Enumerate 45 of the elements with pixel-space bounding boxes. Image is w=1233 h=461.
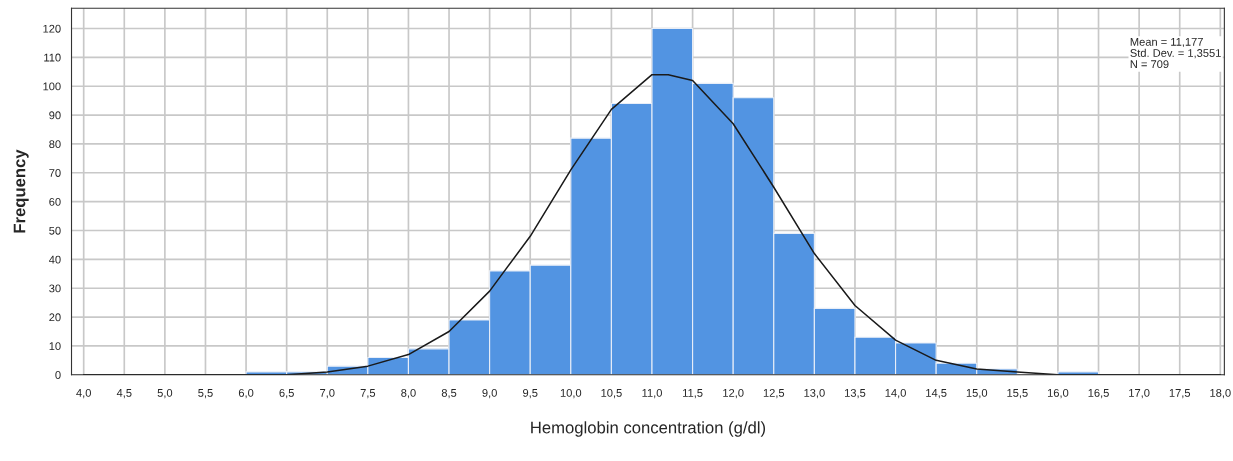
- y-tick-label: 110: [44, 53, 61, 62]
- x-tick-label: 7,0: [320, 388, 335, 399]
- x-tick-label: 8,0: [401, 388, 416, 399]
- y-tick-label: 60: [49, 197, 61, 206]
- x-tick-label: 15,5: [1007, 389, 1028, 399]
- y-tick-label: 20: [49, 313, 61, 322]
- x-tick-label: 14,0: [885, 388, 906, 399]
- x-tick-label: 16,0: [1047, 388, 1069, 399]
- x-tick-label: 15,0: [966, 388, 988, 399]
- x-tick-label: 17,0: [1129, 388, 1150, 399]
- x-tick-label: 11,0: [642, 388, 662, 399]
- x-tick-label: 12,5: [763, 388, 785, 399]
- x-tick-label: 4,0: [76, 388, 91, 399]
- y-tick-label: 90: [49, 111, 61, 120]
- y-tick-label: 80: [49, 140, 61, 149]
- x-tick-label: 13,5: [845, 388, 866, 399]
- y-tick-label: 40: [48, 255, 61, 264]
- x-tick-label: 5,5: [198, 389, 213, 399]
- y-tick-label: 50: [49, 226, 61, 235]
- x-tick-label: 17,5: [1169, 389, 1191, 399]
- x-tick-label: 13,0: [804, 388, 825, 399]
- x-tick-label: 8,5: [441, 388, 457, 399]
- x-tick-label: 18,0: [1210, 388, 1231, 399]
- y-tick-label: 10: [49, 342, 61, 351]
- y-tick-label: 100: [43, 82, 61, 91]
- y-tick-label: 0: [55, 371, 61, 379]
- y-tick-label: 70: [49, 169, 61, 177]
- x-tick-label: 12,0: [723, 388, 744, 399]
- x-tick-label: 7,5: [360, 389, 376, 399]
- x-tick-label: 11,5: [683, 389, 703, 399]
- y-tick-label: 30: [49, 284, 61, 293]
- y-tick-label: 120: [43, 24, 61, 33]
- x-tick-label: 6,5: [279, 388, 294, 399]
- x-tick-label: 16,5: [1088, 388, 1109, 399]
- x-tick-label: 10,0: [560, 388, 582, 399]
- annotation: Mean = 11,177 Std. Dev. = 1,3551 N = 709: [1130, 38, 1221, 69]
- x-tick-label: 6,0: [238, 388, 254, 399]
- x-tick-label: 10,5: [601, 388, 622, 399]
- x-tick-label: 9,0: [482, 388, 497, 399]
- x-tick-label: 9,5: [523, 388, 538, 399]
- x-tick-label: 5,0: [157, 388, 173, 399]
- x-axis-title: Hemoglobin concentration (g/dl): [531, 421, 766, 437]
- x-tick-label: 14,5: [926, 389, 947, 399]
- y-axis-title: Frequency: [13, 149, 29, 233]
- x-tick-label: 4,5: [116, 389, 132, 399]
